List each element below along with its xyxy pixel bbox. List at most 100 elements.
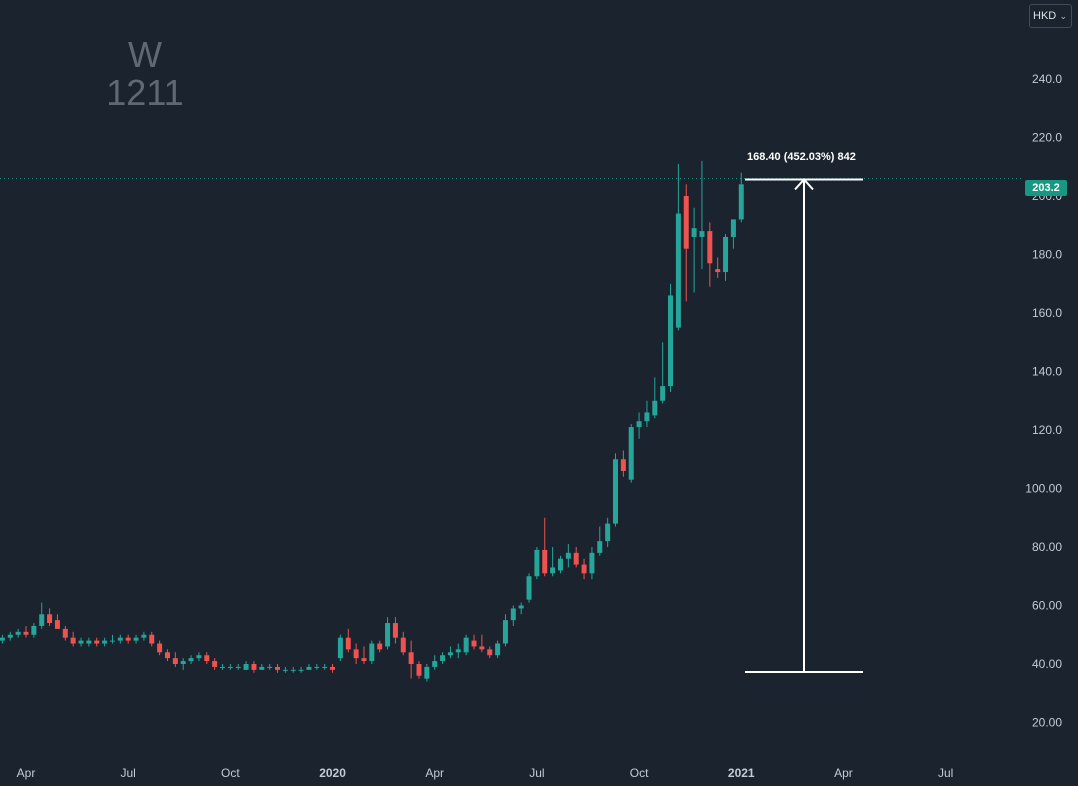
candle-body[interactable]	[416, 664, 422, 676]
candle-body[interactable]	[353, 649, 359, 659]
candle-body[interactable]	[204, 655, 210, 662]
candle-body[interactable]	[31, 625, 37, 635]
candle-body[interactable]	[613, 459, 618, 524]
candle-body[interactable]	[220, 666, 225, 668]
candle-body[interactable]	[581, 564, 587, 574]
candle-body[interactable]	[109, 640, 115, 642]
candle-body[interactable]	[322, 666, 328, 668]
candle-body[interactable]	[164, 652, 170, 659]
candle-body[interactable]	[565, 552, 571, 559]
candle-body[interactable]	[738, 184, 744, 220]
candle-body[interactable]	[15, 631, 21, 635]
candle-body[interactable]	[78, 640, 84, 644]
x-tick-label: Oct	[630, 766, 649, 780]
candle-body[interactable]	[70, 637, 76, 644]
candle-body[interactable]	[526, 576, 532, 600]
candle-body[interactable]	[534, 549, 540, 577]
candle-body[interactable]	[455, 649, 461, 653]
candle-body[interactable]	[683, 196, 689, 249]
candle-body[interactable]	[337, 637, 343, 659]
candle-body[interactable]	[361, 658, 367, 662]
candle-body[interactable]	[227, 666, 233, 668]
candle-body[interactable]	[440, 655, 446, 662]
candle-body[interactable]	[62, 628, 68, 638]
candle-body[interactable]	[699, 231, 705, 237]
candle-body[interactable]	[157, 643, 163, 653]
candle-body[interactable]	[628, 427, 634, 480]
candle-body[interactable]	[597, 541, 603, 553]
candle-body[interactable]	[314, 666, 320, 668]
candle-body[interactable]	[306, 666, 312, 670]
candle-body[interactable]	[573, 552, 579, 565]
candle-body[interactable]	[392, 623, 398, 638]
candle-body[interactable]	[550, 567, 556, 574]
candle-body[interactable]	[47, 614, 53, 624]
candle-body[interactable]	[487, 649, 493, 656]
candle-body[interactable]	[125, 637, 131, 641]
candle-body[interactable]	[149, 634, 155, 644]
currency-button[interactable]: HKD ⌄	[1029, 4, 1072, 28]
candle-body[interactable]	[471, 640, 477, 647]
candle-body[interactable]	[408, 652, 414, 664]
candle-body[interactable]	[400, 637, 406, 653]
candle-body[interactable]	[589, 552, 595, 574]
candle-body[interactable]	[707, 231, 713, 264]
candle-body[interactable]	[675, 213, 681, 328]
candle-body[interactable]	[251, 664, 257, 670]
candle-body[interactable]	[235, 666, 241, 668]
candle-body[interactable]	[188, 658, 194, 662]
candle-body[interactable]	[345, 637, 351, 650]
candle-body[interactable]	[542, 549, 548, 574]
candle-body[interactable]	[691, 228, 697, 237]
candle-body[interactable]	[330, 666, 336, 670]
candle-body[interactable]	[259, 666, 265, 670]
candle-body[interactable]	[424, 666, 430, 679]
candle-body[interactable]	[385, 623, 391, 647]
candle-body[interactable]	[196, 655, 202, 659]
candle-body[interactable]	[557, 558, 563, 571]
candle-body[interactable]	[660, 386, 666, 401]
candle-body[interactable]	[479, 646, 485, 650]
candle-body[interactable]	[267, 666, 273, 668]
candle-body[interactable]	[275, 666, 281, 670]
candle-body[interactable]	[102, 640, 108, 644]
candle-body[interactable]	[369, 643, 375, 662]
candle-body[interactable]	[723, 236, 729, 273]
candle-body[interactable]	[7, 634, 13, 638]
candle-body[interactable]	[636, 421, 642, 428]
candle-body[interactable]	[290, 669, 296, 671]
candle-body[interactable]	[668, 295, 674, 387]
candle-body[interactable]	[715, 269, 721, 273]
candle-body[interactable]	[172, 658, 178, 664]
candle-body[interactable]	[495, 643, 501, 656]
candle-body[interactable]	[502, 620, 508, 644]
candle-body[interactable]	[463, 637, 469, 653]
candle-body[interactable]	[644, 412, 650, 422]
candle-body[interactable]	[298, 669, 304, 671]
candle-body[interactable]	[54, 620, 60, 629]
candle-body[interactable]	[510, 608, 516, 621]
candle-body[interactable]	[243, 664, 249, 670]
candle-body[interactable]	[518, 605, 524, 609]
candle-body[interactable]	[39, 614, 45, 626]
candle-body[interactable]	[212, 661, 218, 667]
candle-body[interactable]	[133, 637, 139, 641]
candle-body[interactable]	[282, 669, 288, 671]
candle-body[interactable]	[23, 631, 29, 635]
candle-body[interactable]	[180, 661, 186, 664]
candle-body[interactable]	[652, 400, 658, 416]
x-tick-label: Jul	[121, 766, 136, 780]
candle-body[interactable]	[432, 661, 438, 667]
candle-body[interactable]	[94, 640, 100, 644]
candle-body[interactable]	[605, 523, 611, 542]
candle-body[interactable]	[447, 652, 453, 656]
candle-body[interactable]	[86, 640, 92, 644]
candle-body[interactable]	[0, 637, 5, 641]
candle-body[interactable]	[730, 219, 736, 237]
candle-body[interactable]	[141, 634, 147, 638]
candle-body[interactable]	[117, 637, 123, 641]
candle-body[interactable]	[377, 643, 383, 650]
candle-body[interactable]	[620, 459, 626, 471]
